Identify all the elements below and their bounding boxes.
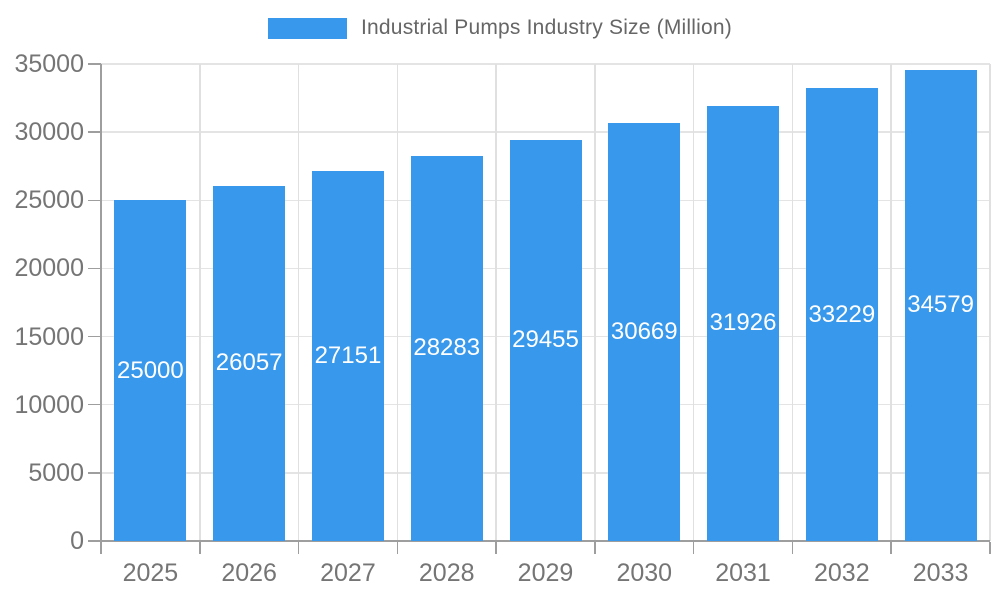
y-axis-line <box>100 64 102 554</box>
y-tick-mark <box>88 335 101 338</box>
h-gridline <box>101 131 990 133</box>
y-axis-label: 15000 <box>14 322 84 351</box>
bar-2029 <box>509 139 582 541</box>
v-gridline <box>791 64 794 541</box>
bar-2033 <box>904 69 977 541</box>
y-axis-label: 5000 <box>28 458 84 487</box>
h-gridline <box>101 63 990 65</box>
x-tick-mark <box>199 542 201 554</box>
x-axis-label: 2026 <box>221 559 277 587</box>
bar-value-label: 34579 <box>907 291 974 319</box>
v-gridline <box>890 64 892 541</box>
x-axis-label: 2025 <box>122 559 179 587</box>
bar-value-label: 26057 <box>215 349 283 377</box>
v-gridline <box>495 64 497 541</box>
x-tick-mark <box>594 542 596 554</box>
y-tick-mark <box>88 472 101 474</box>
x-tick-mark <box>495 542 497 554</box>
y-axis-label: 20000 <box>14 254 84 283</box>
bar-value-label: 28283 <box>413 334 481 362</box>
x-axis-label: 2029 <box>517 559 574 587</box>
x-axis-label: 2028 <box>418 559 475 587</box>
x-axis-label: 2030 <box>616 559 673 587</box>
x-axis-label: 2033 <box>912 559 969 587</box>
bar-value-label: 29455 <box>512 326 579 354</box>
bar-2031 <box>707 105 780 541</box>
y-axis-label: 0 <box>70 527 84 555</box>
v-gridline <box>989 64 991 541</box>
x-axis-label: 2027 <box>320 559 376 587</box>
y-axis-label: 10000 <box>14 390 84 419</box>
x-tick-mark <box>692 542 695 554</box>
x-tick-mark <box>297 542 300 554</box>
x-axis-label: 2031 <box>715 559 771 587</box>
v-gridline <box>396 64 399 541</box>
bar-2028 <box>410 155 483 541</box>
bar-value-label: 30669 <box>610 318 678 345</box>
bar-value-label: 33229 <box>808 300 876 328</box>
y-axis-label: 35000 <box>14 50 84 78</box>
bar-value-label: 31926 <box>709 309 777 337</box>
bar-2027 <box>311 170 384 541</box>
y-tick-mark <box>88 131 101 133</box>
y-tick-mark <box>88 199 101 202</box>
bar-2026 <box>213 185 286 541</box>
bar-2025 <box>114 200 187 541</box>
bar-value-label: 27151 <box>314 341 382 369</box>
bar-value-label: 25000 <box>117 356 184 384</box>
y-tick-mark <box>88 403 101 406</box>
x-tick-mark <box>396 542 399 554</box>
v-gridline <box>594 64 596 541</box>
x-tick-mark <box>989 542 991 554</box>
y-axis-label: 25000 <box>14 186 84 215</box>
bar-2030 <box>608 123 681 541</box>
legend-swatch-icon <box>268 17 348 39</box>
v-gridline <box>692 64 695 541</box>
chart-legend[interactable]: Industrial Pumps Industry Size (Million) <box>0 16 1000 40</box>
y-axis-label: 30000 <box>14 118 84 147</box>
x-axis-label: 2032 <box>814 559 870 587</box>
y-tick-mark <box>88 267 101 270</box>
legend-label: Industrial Pumps Industry Size (Million) <box>361 16 732 39</box>
x-tick-mark <box>890 542 892 554</box>
x-axis-line <box>88 540 990 542</box>
v-gridline <box>199 64 201 541</box>
bar-2032 <box>805 88 878 541</box>
x-tick-mark <box>791 542 794 554</box>
v-gridline <box>297 64 300 541</box>
y-tick-mark <box>88 63 101 65</box>
